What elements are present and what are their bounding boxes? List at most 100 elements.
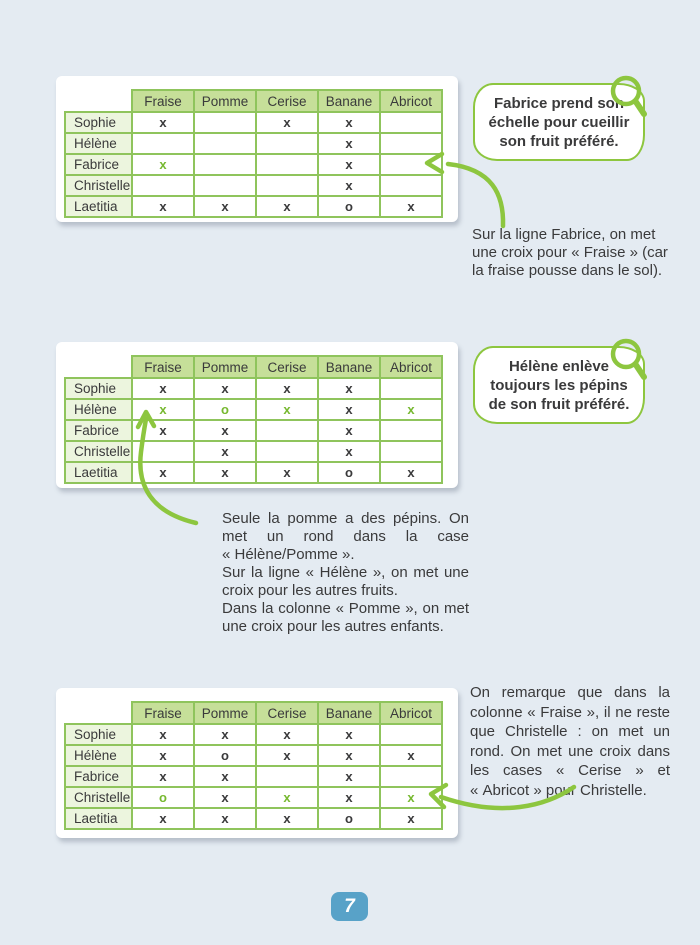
mark-cell: x (255, 195, 319, 218)
row-header: Fabrice (64, 419, 133, 442)
row-header: Hélène (64, 132, 133, 155)
mark-cell (379, 765, 443, 788)
table-row: Christelle o x x x x (64, 786, 443, 809)
mark-cell: x (379, 195, 443, 218)
mark-cell: x (193, 786, 257, 809)
logic-grid: Fraise Pomme Cerise Banane Abricot Sophie x x x x… (64, 701, 443, 830)
mark-cell (193, 132, 257, 155)
mark-cell: x (379, 786, 443, 809)
mark-cell: x (131, 723, 195, 746)
mark-cell: o (193, 744, 257, 767)
mark-cell (131, 132, 195, 155)
mark-cell: x (193, 461, 257, 484)
mark-cell: x (255, 398, 319, 421)
column-header: Abricot (379, 89, 443, 113)
magnifier-icon (610, 75, 647, 117)
mark-cell: x (255, 807, 319, 830)
table-row: Christelle x (64, 174, 443, 197)
logic-table-step-1: Fraise Pomme Cerise Banane Abricot Sophie x x x H… (64, 89, 458, 218)
column-header: Banane (317, 89, 381, 113)
logic-grid: Fraise Pomme Cerise Banane Abricot Sophie x x x x… (64, 355, 443, 484)
mark-cell: x (193, 195, 257, 218)
row-header: Fabrice (64, 153, 133, 176)
table-row: Sophie x x x x (64, 377, 443, 400)
row-header: Laetitia (64, 195, 133, 218)
mark-cell (379, 132, 443, 155)
corner-cell (65, 702, 132, 724)
table-row: Hélène x o x x x (64, 744, 443, 767)
row-header: Fabrice (64, 765, 133, 788)
column-header: Pomme (193, 701, 257, 725)
mark-cell: x (317, 786, 381, 809)
table-row: Hélène x (64, 132, 443, 155)
clue-bubble-text: Fabrice prend son échelle pour cueillir … (488, 95, 630, 150)
mark-cell: o (317, 195, 381, 218)
table-row: Fabrice x x x (64, 765, 443, 788)
mark-cell: x (317, 744, 381, 767)
mark-cell (193, 174, 257, 197)
mark-cell: o (131, 786, 195, 809)
mark-cell: x (255, 786, 319, 809)
column-header: Cerise (255, 89, 319, 113)
mark-cell: x (255, 461, 319, 484)
row-header: Christelle (64, 440, 133, 463)
mark-cell: x (131, 461, 195, 484)
clue-bubble-text: Hélène enlève toujours les pépins de son… (488, 358, 630, 413)
mark-cell: x (255, 723, 319, 746)
mark-cell: x (131, 195, 195, 218)
mark-cell: x (379, 398, 443, 421)
mark-cell: x (131, 419, 195, 442)
column-header: Abricot (379, 355, 443, 379)
mark-cell (255, 440, 319, 463)
mark-cell: x (317, 419, 381, 442)
row-header: Hélène (64, 398, 133, 421)
mark-cell (131, 440, 195, 463)
table-row: Laetitia x x x o x (64, 195, 443, 218)
explanation-note-christelle: On remarque que dans la colonne « Fraise… (470, 684, 670, 799)
mark-cell (255, 174, 319, 197)
mark-cell: x (317, 765, 381, 788)
mark-cell: x (193, 440, 257, 463)
corner-cell (65, 90, 132, 112)
row-header: Sophie (64, 723, 133, 746)
mark-cell: x (131, 807, 195, 830)
table-row: Sophie x x x (64, 111, 443, 134)
column-header: Banane (317, 355, 381, 379)
mark-cell: o (193, 398, 257, 421)
mark-cell: x (255, 377, 319, 400)
mark-cell: x (317, 440, 381, 463)
mark-cell: x (131, 153, 195, 176)
mark-cell: x (131, 377, 195, 400)
column-header: Pomme (193, 89, 257, 113)
column-header: Banane (317, 701, 381, 725)
mark-cell: x (317, 377, 381, 400)
mark-cell (193, 153, 257, 176)
page-number: 7 (344, 895, 355, 917)
mark-cell (255, 765, 319, 788)
mark-cell (379, 153, 443, 176)
table-row: Fabrice x x x (64, 419, 443, 442)
mark-cell (379, 377, 443, 400)
mark-cell (379, 419, 443, 442)
mark-cell: x (379, 744, 443, 767)
mark-cell: x (317, 111, 381, 134)
column-header: Pomme (193, 355, 257, 379)
clue-bubble-helene: Hélène enlève toujours les pépins de son… (473, 338, 647, 424)
mark-cell: x (193, 419, 257, 442)
row-header: Christelle (64, 786, 133, 809)
mark-cell: x (255, 111, 319, 134)
mark-cell: x (131, 744, 195, 767)
logic-grid: Fraise Pomme Cerise Banane Abricot Sophie x x x H… (64, 89, 443, 218)
explanation-note-fabrice: Sur la ligne Fabrice, on met une croix p… (472, 226, 668, 279)
mark-cell: o (317, 807, 381, 830)
mark-cell (379, 174, 443, 197)
column-header: Fraise (131, 701, 195, 725)
mark-cell (255, 132, 319, 155)
mark-cell (379, 440, 443, 463)
magnifier-icon (610, 338, 647, 380)
mark-cell: x (193, 765, 257, 788)
mark-cell: x (317, 132, 381, 155)
mark-cell (379, 723, 443, 746)
mark-cell (255, 153, 319, 176)
